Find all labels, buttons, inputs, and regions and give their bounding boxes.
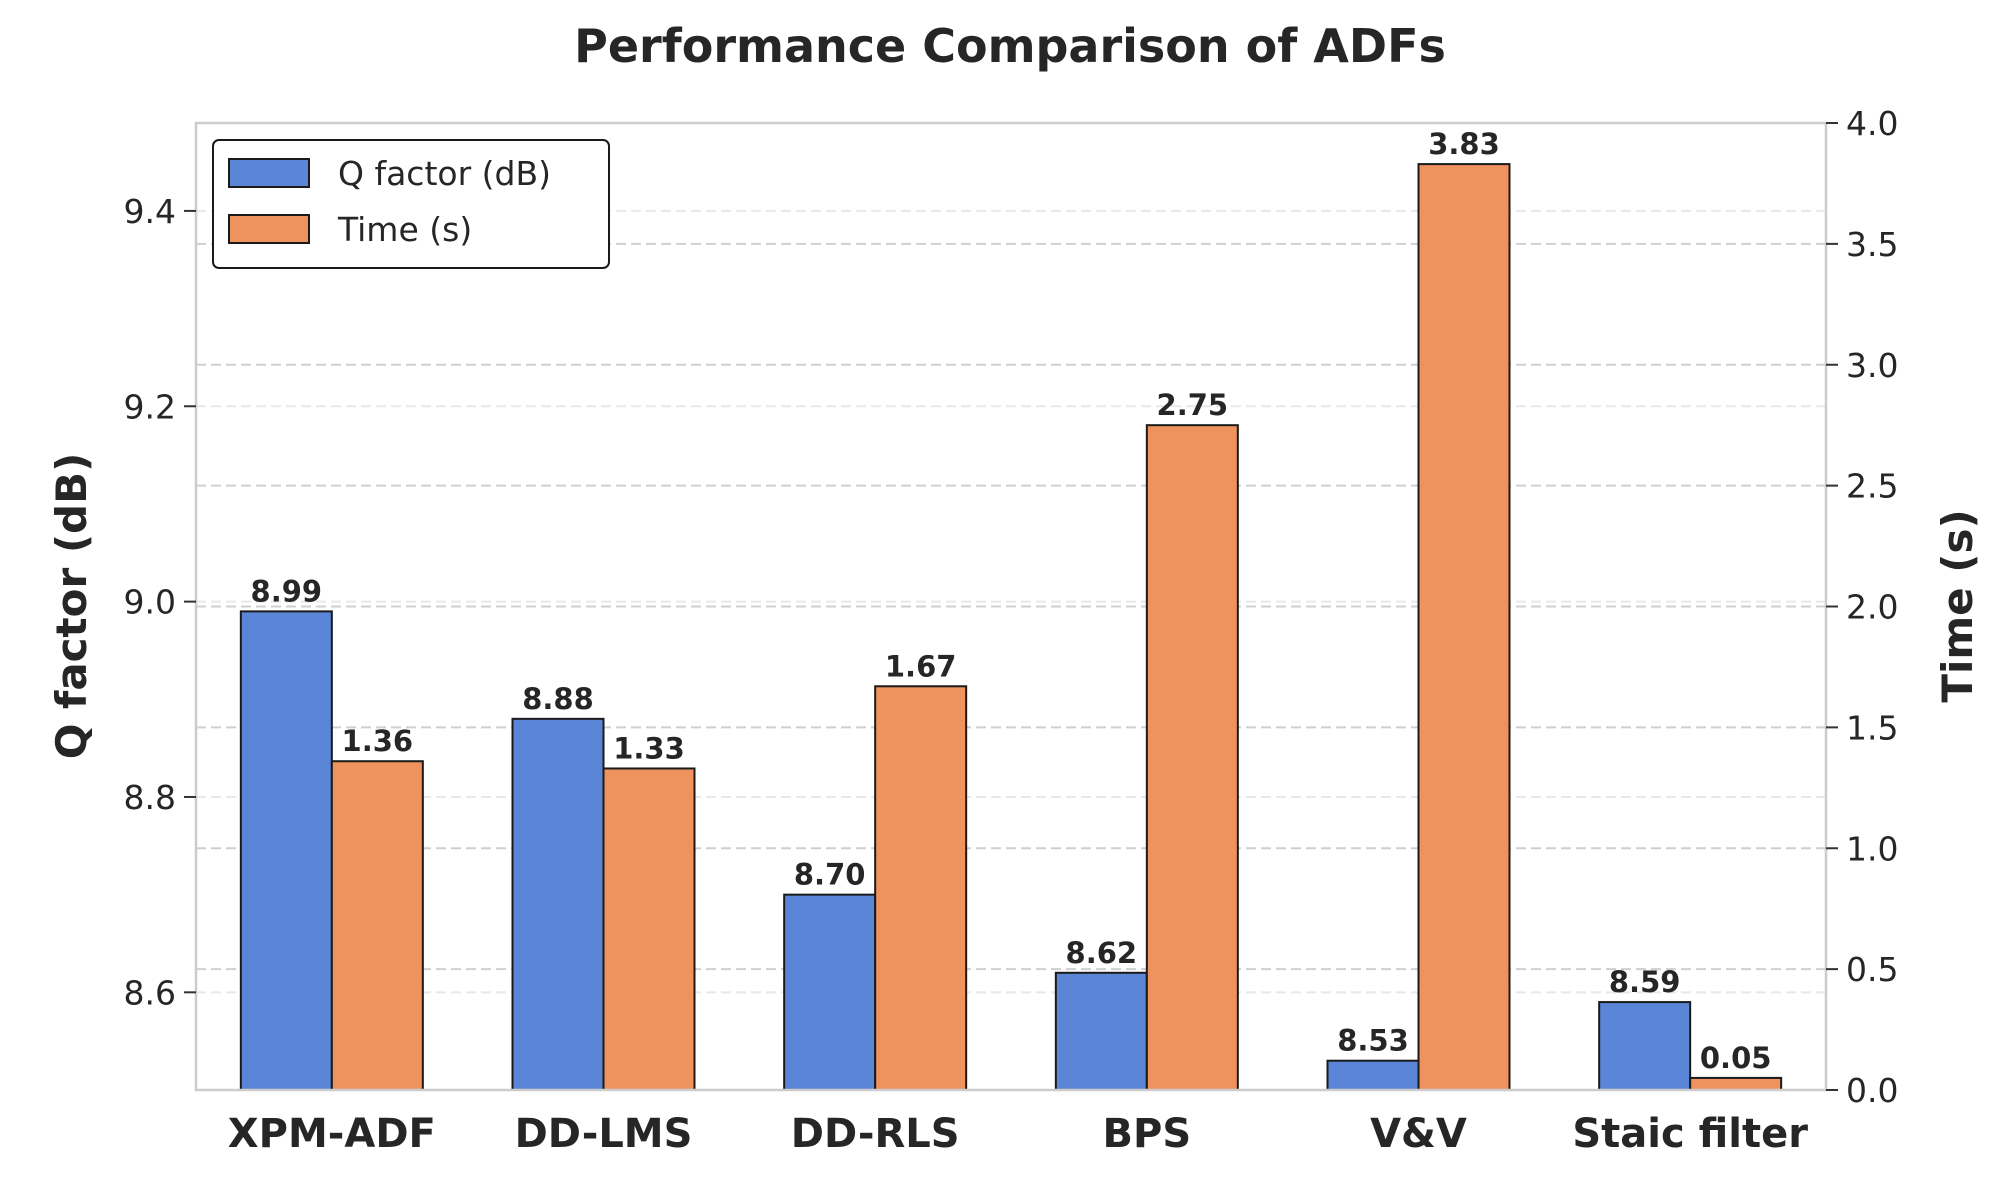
legend-label-0: Q factor (dB) — [338, 154, 551, 193]
q-factor-bar-5 — [1598, 1001, 1692, 1091]
time-bar-3 — [1145, 424, 1239, 1091]
y-right-tick-label-7: 3.5 — [1846, 225, 1898, 264]
y-left-tick-label-3: 9.2 — [124, 387, 176, 426]
legend-label-1: Time (s) — [337, 210, 472, 249]
y-axis-left-label: Q factor (dB) — [47, 453, 96, 760]
grid-lines — [196, 122, 1826, 994]
y-left-tick-label-0: 8.6 — [124, 973, 176, 1012]
time-value-label-0: 1.36 — [342, 724, 414, 758]
time-value-label-2: 1.67 — [885, 649, 957, 683]
time-value-label-4: 3.83 — [1428, 127, 1500, 161]
time-bar-2 — [874, 685, 968, 1092]
q-factor-value-label-5: 8.59 — [1609, 965, 1681, 999]
q-factor-value-label-2: 8.70 — [794, 858, 866, 892]
legend: Q factor (dB) Time (s) — [212, 139, 610, 269]
axis-ticks: XPM-ADF DD-LMS DD-RLS BPS V&V Staic filter 8.6… — [124, 104, 1899, 1157]
time-bar-1 — [602, 767, 696, 1091]
y-right-tick-label-0: 0.0 — [1846, 1071, 1898, 1110]
q-factor-bar-4 — [1326, 1059, 1420, 1092]
legend-swatch-1 — [228, 214, 310, 244]
y-left-tick-label-4: 9.4 — [124, 192, 176, 231]
q-factor-value-label-0: 8.99 — [251, 574, 323, 608]
q-factor-bar-3 — [1054, 971, 1148, 1092]
time-value-label-1: 1.33 — [613, 731, 685, 765]
x-tick-label-3: BPS — [1103, 1111, 1192, 1157]
bars — [239, 163, 1783, 1092]
time-value-label-3: 2.75 — [1157, 388, 1229, 422]
y-right-tick-label-8: 4.0 — [1846, 104, 1898, 143]
q-factor-bar-2 — [783, 893, 877, 1092]
y-axis-right-label: Time (s) — [1933, 509, 1982, 702]
y-right-tick-label-4: 2.0 — [1846, 588, 1898, 627]
q-factor-value-label-3: 8.62 — [1066, 936, 1138, 970]
y-left-tick-label-2: 9.0 — [124, 583, 176, 622]
x-tick-label-4: V&V — [1370, 1111, 1467, 1157]
time-value-label-5: 0.05 — [1700, 1041, 1772, 1075]
chart-title: Performance Comparison of ADFs — [574, 19, 1446, 73]
y-right-tick-label-2: 1.0 — [1846, 829, 1898, 868]
legend-swatch-0 — [228, 158, 310, 188]
time-bar-5 — [1689, 1076, 1783, 1091]
legend-box — [212, 139, 610, 269]
q-factor-value-label-1: 8.88 — [522, 682, 594, 716]
q-factor-value-label-4: 8.53 — [1337, 1024, 1409, 1058]
y-left-tick-label-1: 8.8 — [124, 778, 176, 817]
y-right-tick-label-5: 2.5 — [1846, 467, 1898, 506]
y-right-tick-label-3: 1.5 — [1846, 708, 1898, 747]
x-tick-label-0: XPM-ADF — [228, 1111, 436, 1157]
bar-value-labels: 8.99 1.36 8.88 1.33 8.70 1.67 8.62 2.75 8.53 3.83… — [251, 127, 1772, 1075]
time-bar-0 — [330, 760, 424, 1091]
x-tick-label-1: DD-LMS — [515, 1111, 693, 1157]
q-factor-bar-1 — [511, 717, 605, 1092]
time-bar-4 — [1417, 163, 1511, 1092]
x-tick-label-2: DD-RLS — [791, 1111, 960, 1157]
y-right-tick-label-1: 0.5 — [1846, 950, 1898, 989]
y-right-tick-label-6: 3.0 — [1846, 346, 1898, 385]
x-tick-label-5: Staic filter — [1572, 1111, 1808, 1157]
q-factor-bar-0 — [239, 610, 333, 1091]
